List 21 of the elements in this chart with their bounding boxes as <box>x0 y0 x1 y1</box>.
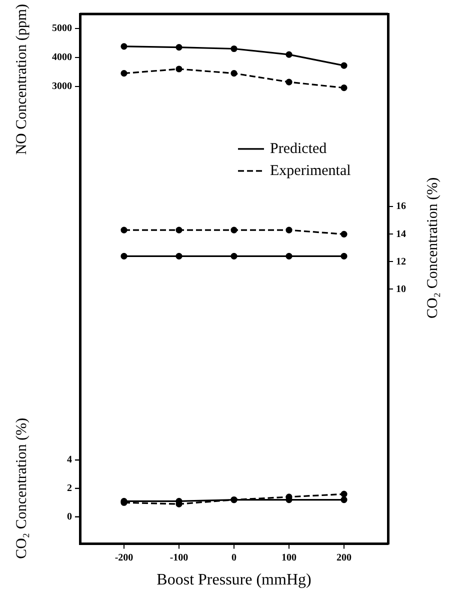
y3-tick-label: 0 <box>67 511 72 522</box>
y3-tick-label: 2 <box>67 482 72 494</box>
y3-tick-label: 4 <box>67 454 72 466</box>
x-tick-label: -200 <box>114 552 134 564</box>
x-tick-label: 0 <box>232 552 236 564</box>
y2-tick-label: 10 <box>396 284 406 295</box>
x-tick-label: -100 <box>170 552 188 564</box>
y-axis-title: NO Concentration (ppm) <box>14 4 30 155</box>
y2-axis-title: CO₂ Concentration (%) <box>424 177 441 318</box>
x-tick-label: 200 <box>336 552 352 564</box>
legend-label: Experimental <box>270 162 351 179</box>
legend-label: Predicted <box>270 140 328 157</box>
x-axis-title: Boost Pressure (mmHg) <box>156 572 312 589</box>
y-tick-label: 3000 <box>52 80 72 92</box>
y2-tick-label: 14 <box>396 228 406 240</box>
y-tick-label: 4000 <box>52 52 72 64</box>
y2-tick-label: 16 <box>396 201 406 212</box>
y2-tick-label: 12 <box>396 256 406 268</box>
y-tick-label: 5000 <box>52 23 72 34</box>
y3-axis-title: CO₂ Concentration (%) <box>14 418 30 559</box>
x-tick-label: 100 <box>282 552 296 564</box>
